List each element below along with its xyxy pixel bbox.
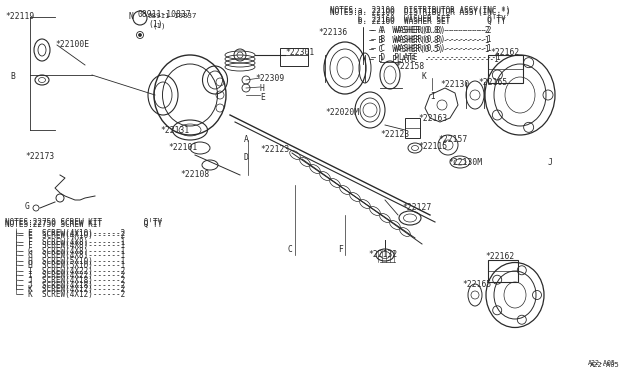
Bar bbox=[488, 55, 523, 83]
Text: *22123: *22123 bbox=[260, 145, 289, 154]
Text: (1): (1) bbox=[152, 22, 166, 29]
Text: G: G bbox=[25, 202, 30, 211]
Text: *22130M: *22130M bbox=[448, 158, 482, 167]
Text: ├— H  SCREW(5X10)------1: ├— H SCREW(5X10)------1 bbox=[5, 257, 125, 266]
Text: (1): (1) bbox=[148, 20, 163, 29]
Bar bbox=[280, 48, 308, 66]
Text: ├— J  SCREW(4X18)------2: ├— J SCREW(4X18)------2 bbox=[5, 276, 125, 285]
Text: ├— G  SCREW(4X8)-------1: ├— G SCREW(4X8)-------1 bbox=[5, 247, 125, 257]
Text: └— K  SCREW(4X12)------2: └— K SCREW(4X12)------2 bbox=[5, 290, 125, 299]
Text: *22123: *22123 bbox=[380, 130, 409, 139]
Text: — A  WASHER(0.8)---------2: — A WASHER(0.8)---------2 bbox=[362, 26, 492, 35]
Text: NOTES:a. 22100  DISTRIBUTOR ASSY(INC.*): NOTES:a. 22100 DISTRIBUTOR ASSY(INC.*) bbox=[330, 6, 510, 15]
Text: b. 22160  WASHER SET        Q'TY: b. 22160 WASHER SET Q'TY bbox=[330, 15, 506, 24]
Text: └— K  SCREW(4X12)------2: └— K SCREW(4X12)------2 bbox=[5, 285, 125, 294]
Text: *22115: *22115 bbox=[418, 142, 447, 151]
Text: *22136: *22136 bbox=[318, 28, 348, 37]
Text: E: E bbox=[260, 93, 265, 102]
Text: ├— F  SCREW(4X8)-------1: ├— F SCREW(4X8)-------1 bbox=[5, 237, 125, 247]
Text: b. 22160  WASHER SET        Q'TY: b. 22160 WASHER SET Q'TY bbox=[330, 17, 506, 26]
Text: *22165: *22165 bbox=[478, 78, 508, 87]
Text: *22173: *22173 bbox=[25, 152, 54, 161]
Text: ├— E  SCREW(4X10)------2: ├— E SCREW(4X10)------2 bbox=[5, 230, 125, 240]
Text: ├— I  SCREW(4X22)------2: ├— I SCREW(4X22)------2 bbox=[5, 270, 125, 279]
Text: *22157: *22157 bbox=[438, 135, 467, 144]
Text: *22158: *22158 bbox=[395, 62, 424, 71]
Text: *22301: *22301 bbox=[285, 48, 314, 57]
Text: D: D bbox=[244, 153, 249, 162]
Text: 08911-10837: 08911-10837 bbox=[148, 13, 198, 19]
Text: — C  WASHER(0.5)---------1: — C WASHER(0.5)---------1 bbox=[360, 45, 490, 54]
Text: *22130: *22130 bbox=[440, 80, 469, 89]
Text: A22-A05: A22-A05 bbox=[590, 362, 620, 368]
Text: ├— I  SCREW(4X22)------2: ├— I SCREW(4X22)------2 bbox=[5, 266, 125, 276]
Text: A22-A05: A22-A05 bbox=[588, 360, 616, 366]
Text: — B  WASHER(0.8)---------1: — B WASHER(0.8)---------1 bbox=[362, 35, 492, 44]
Text: I: I bbox=[430, 92, 435, 101]
Text: NOTES:22750 SCREW KIT         Q'TY: NOTES:22750 SCREW KIT Q'TY bbox=[5, 220, 163, 229]
Bar bbox=[405, 118, 420, 138]
Text: *22132: *22132 bbox=[368, 250, 397, 259]
Text: — D  PLATE  ---------------1: — D PLATE ---------------1 bbox=[362, 53, 500, 62]
Text: F: F bbox=[338, 245, 343, 254]
Text: — A  WASHER(0.8)---------2: — A WASHER(0.8)---------2 bbox=[360, 26, 490, 35]
Text: 08911-10837: 08911-10837 bbox=[138, 10, 191, 19]
Text: NOTES:a. 22100  DISTRIBUTOR ASSY(INC.*): NOTES:a. 22100 DISTRIBUTOR ASSY(INC.*) bbox=[330, 8, 510, 17]
Text: A: A bbox=[244, 135, 249, 144]
Text: ├— E  SCREW(4X10)------2: ├— E SCREW(4X10)------2 bbox=[5, 228, 125, 237]
Text: H: H bbox=[260, 84, 265, 93]
Text: ├— G  SCREW(4X8)-------1: ├— G SCREW(4X8)-------1 bbox=[5, 250, 125, 260]
Text: *22309: *22309 bbox=[255, 74, 284, 83]
Text: *22127: *22127 bbox=[402, 203, 431, 212]
Text: *22101: *22101 bbox=[168, 143, 197, 152]
Text: NOTES:22750 SCREW KIT         Q'TY: NOTES:22750 SCREW KIT Q'TY bbox=[5, 218, 163, 227]
Text: *22100E: *22100E bbox=[55, 40, 89, 49]
Text: — C  WASHER(0.5)---------1: — C WASHER(0.5)---------1 bbox=[362, 44, 492, 53]
Text: *22165: *22165 bbox=[462, 280, 492, 289]
Text: *22163: *22163 bbox=[418, 114, 447, 123]
Text: K: K bbox=[422, 72, 427, 81]
Text: *22108: *22108 bbox=[180, 170, 209, 179]
Circle shape bbox=[138, 33, 141, 36]
Text: ├— H  SCREW(5X10)------1: ├— H SCREW(5X10)------1 bbox=[5, 260, 125, 269]
Text: *22119: *22119 bbox=[5, 12, 35, 21]
Text: C: C bbox=[288, 245, 293, 254]
Text: B: B bbox=[10, 72, 15, 81]
Text: *22162: *22162 bbox=[490, 48, 519, 57]
Text: ├— F  SCREW(4X8)-------1: ├— F SCREW(4X8)-------1 bbox=[5, 240, 125, 250]
Text: *22131: *22131 bbox=[160, 126, 189, 135]
Text: J: J bbox=[548, 158, 553, 167]
Text: N: N bbox=[128, 12, 133, 21]
Text: — D  PLATE  ---------------1: — D PLATE ---------------1 bbox=[360, 55, 499, 64]
Text: ├— J  SCREW(4X18)------2: ├— J SCREW(4X18)------2 bbox=[5, 280, 125, 289]
Text: *22020M: *22020M bbox=[325, 108, 359, 117]
Bar bbox=[488, 260, 518, 282]
Text: — B  WASHER(0.8)---------1: — B WASHER(0.8)---------1 bbox=[360, 35, 490, 45]
Text: *22162: *22162 bbox=[485, 252, 515, 261]
